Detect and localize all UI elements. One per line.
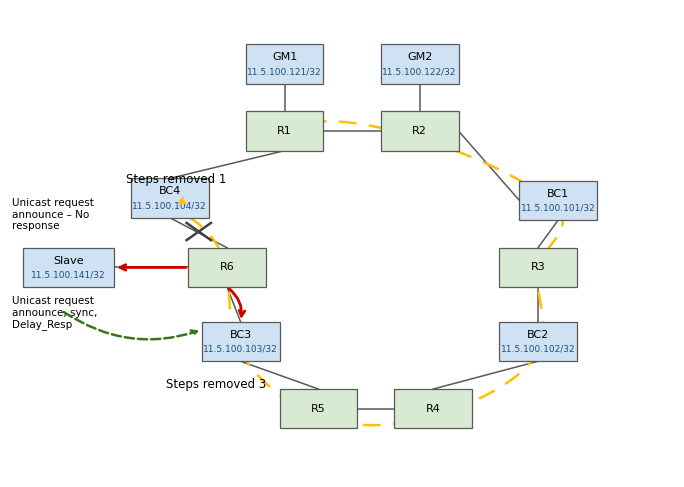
FancyBboxPatch shape (381, 44, 458, 84)
Text: Steps removed 3: Steps removed 3 (166, 378, 267, 392)
FancyBboxPatch shape (23, 248, 114, 287)
FancyBboxPatch shape (381, 112, 458, 150)
Text: R3: R3 (531, 262, 545, 272)
FancyBboxPatch shape (202, 322, 280, 361)
FancyBboxPatch shape (246, 112, 324, 150)
Text: Slave: Slave (53, 256, 83, 266)
FancyBboxPatch shape (280, 389, 357, 428)
Text: 11.5.100.122/32: 11.5.100.122/32 (382, 67, 457, 76)
Text: GM2: GM2 (407, 52, 432, 62)
Text: Unicast request
announce – No
response: Unicast request announce – No response (12, 198, 94, 231)
FancyBboxPatch shape (519, 181, 597, 220)
Text: R5: R5 (311, 404, 326, 413)
FancyBboxPatch shape (499, 248, 577, 287)
Text: Unicast request
announce, sync,
Delay_Resp: Unicast request announce, sync, Delay_Re… (12, 296, 98, 330)
Text: BC3: BC3 (230, 330, 252, 340)
Text: R2: R2 (412, 126, 427, 136)
FancyBboxPatch shape (188, 248, 266, 287)
Text: 11.5.100.121/32: 11.5.100.121/32 (247, 67, 322, 76)
Text: GM1: GM1 (272, 52, 297, 62)
Text: R4: R4 (425, 404, 440, 413)
FancyBboxPatch shape (131, 178, 209, 218)
Text: 11.5.100.141/32: 11.5.100.141/32 (31, 271, 105, 280)
Text: R6: R6 (220, 262, 235, 272)
Text: 11.5.100.101/32: 11.5.100.101/32 (521, 204, 596, 213)
FancyBboxPatch shape (499, 322, 577, 361)
Text: BC4: BC4 (159, 187, 181, 196)
FancyBboxPatch shape (395, 389, 472, 428)
Text: BC2: BC2 (527, 330, 549, 340)
Text: BC1: BC1 (547, 189, 569, 199)
Text: 11.5.100.104/32: 11.5.100.104/32 (133, 201, 207, 210)
Text: 11.5.100.103/32: 11.5.100.103/32 (203, 345, 278, 354)
Text: 11.5.100.102/32: 11.5.100.102/32 (501, 345, 575, 354)
Text: Steps removed 1: Steps removed 1 (126, 173, 226, 186)
FancyBboxPatch shape (246, 44, 324, 84)
Text: R1: R1 (277, 126, 292, 136)
